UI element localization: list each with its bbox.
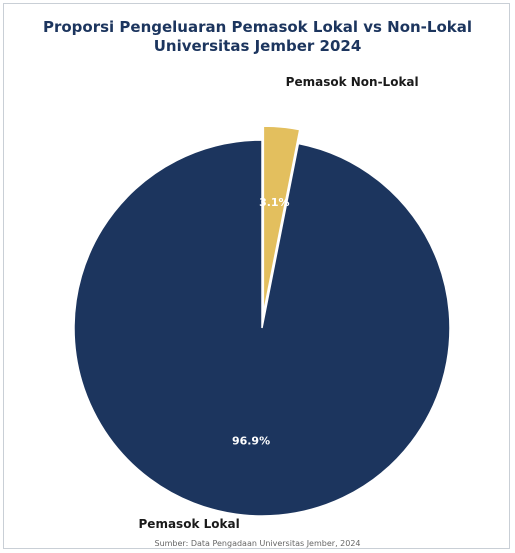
pie-slice-1-percent-label: 3.1% [259,196,290,209]
chart-title-line-2: Universitas Jember 2024 [153,37,362,55]
chart-title-line-1: Proporsi Pengeluaran Pemasok Lokal vs No… [42,18,473,36]
pie-slices [73,125,451,517]
pie-slice-1 [262,125,301,315]
chart-title: Proporsi Pengeluaran Pemasok Lokal vs No… [0,18,515,56]
pie-slice-1-category-label: Pemasok Non-Lokal [286,75,419,89]
pie-slice-0 [73,139,451,517]
pie-slice-0-percent-label: 96.9% [232,434,270,447]
chart-source: Sumber: Data Pengadaan Universitas Jembe… [154,539,361,548]
pie-slice-0-category-label: Pemasok Lokal [139,517,240,531]
pie-labels: 96.9% 3.1% Pemasok Lokal Pemasok Non-Lokal [139,75,419,531]
